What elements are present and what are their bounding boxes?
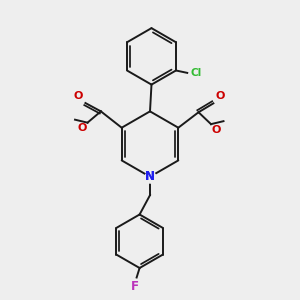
Text: Cl: Cl [191, 68, 202, 79]
Text: N: N [145, 170, 155, 183]
Text: F: F [131, 280, 139, 293]
Text: O: O [216, 91, 225, 101]
Text: O: O [74, 91, 83, 101]
Text: O: O [212, 125, 221, 135]
Text: O: O [77, 123, 87, 133]
Text: N: N [145, 170, 155, 183]
